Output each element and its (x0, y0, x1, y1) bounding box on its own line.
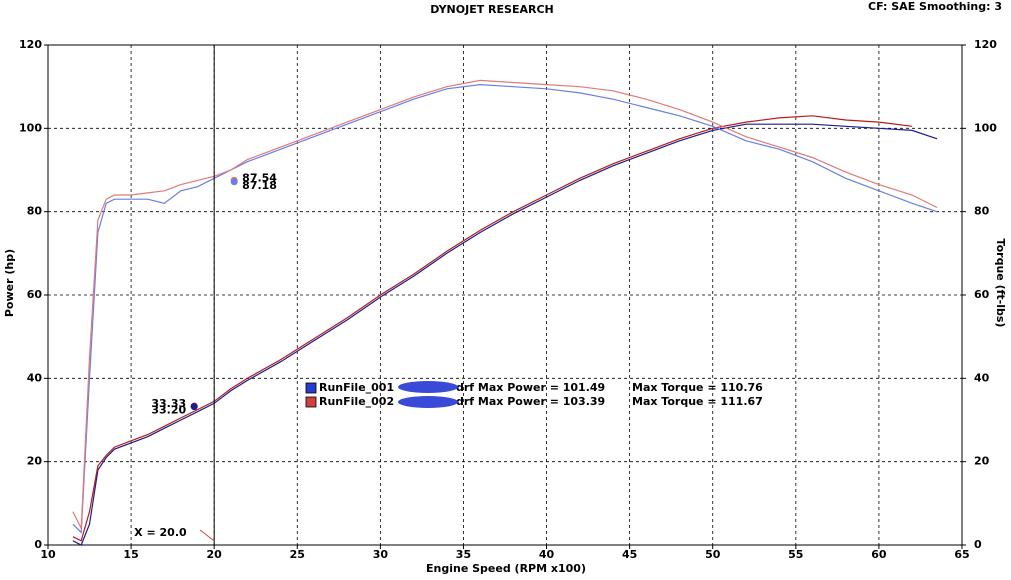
x-tick-label: 45 (622, 548, 637, 561)
y2-tick-label: 20 (974, 455, 990, 468)
y2-tick-label: 0 (974, 538, 982, 551)
readout-label: 87.18 (242, 179, 277, 192)
y-tick-label: 120 (19, 38, 42, 51)
readout-dot (230, 178, 238, 186)
x-tick-label: 30 (373, 548, 389, 561)
x-tick-label: 25 (290, 548, 305, 561)
y2-tick-label: 80 (974, 205, 990, 218)
x-axis-label: Engine Speed (RPM x100) (426, 562, 586, 575)
y-tick-label: 20 (27, 455, 43, 468)
x-tick-label: 55 (788, 548, 803, 561)
x-tick-label: 65 (954, 548, 969, 561)
readout-label: 33.20 (151, 404, 186, 417)
y2-tick-label: 60 (974, 288, 990, 301)
x-tick-label: 10 (40, 548, 56, 561)
y-axis-label: Power (hp) (3, 249, 16, 317)
redaction (398, 381, 458, 393)
x-tick-label: 50 (705, 548, 721, 561)
x-tick-label: 20 (207, 548, 223, 561)
legend-power: drf Max Power = 103.39 (456, 395, 605, 408)
series-line (72, 83, 938, 534)
readout-label: 33.33 (151, 397, 186, 410)
redaction (398, 396, 458, 408)
y-tick-label: 60 (27, 288, 43, 301)
y2-tick-label: 40 (974, 371, 990, 384)
readout-label: 87.54 (242, 171, 277, 184)
y2-axis-label: Torque (ft-lbs) (994, 239, 1007, 328)
legend-torque: Max Torque = 111.67 (632, 395, 763, 408)
x-tick-label: 40 (539, 548, 555, 561)
y2-tick-label: 120 (974, 38, 997, 51)
series-line (72, 115, 913, 542)
cursor-pointer (199, 529, 215, 542)
x-tick-label: 35 (456, 548, 471, 561)
y2-tick-label: 100 (974, 121, 997, 134)
y-tick-label: 0 (34, 538, 42, 551)
readout-dot (190, 403, 198, 411)
cursor-label: X = 20.0 (134, 526, 187, 539)
legend-name: RunFile_002 (319, 395, 394, 408)
y-tick-label: 100 (19, 121, 42, 134)
legend-swatch (305, 382, 317, 394)
legend-name: RunFile_001 (319, 381, 394, 394)
plot-frame (47, 44, 963, 546)
chart-title: DYNOJET RESEARCH (430, 3, 553, 16)
legend-swatch (305, 396, 317, 408)
x-tick-label: 15 (123, 548, 138, 561)
legend-power: drf Max Power = 101.49 (456, 381, 605, 394)
x-tick-label: 60 (871, 548, 887, 561)
y-tick-label: 80 (27, 205, 43, 218)
series-line (72, 123, 938, 546)
series-line (72, 79, 938, 531)
y-tick-label: 40 (27, 371, 43, 384)
subtitle: CF: SAE Smoothing: 3 (868, 0, 1002, 13)
legend-torque: Max Torque = 110.76 (632, 381, 763, 394)
